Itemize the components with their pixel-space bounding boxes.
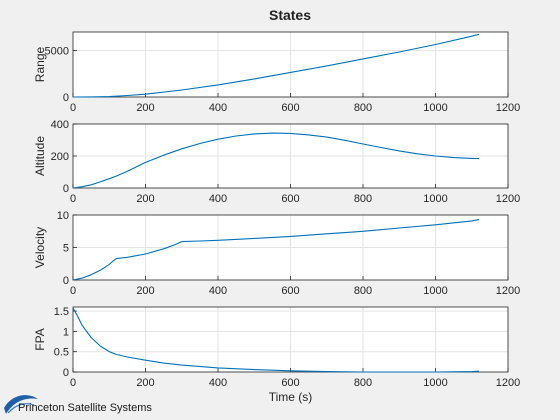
fpa-x-axis-label: Time (s)	[269, 390, 313, 404]
altitude-subplot: 0 200 400 600 800 1000 1200 0 200 400 Altitude	[33, 119, 520, 205]
fpa-x-tick-label: 400	[209, 377, 227, 389]
logo-swoosh-icon	[4, 395, 38, 414]
velocity-x-tick-label: 1200	[496, 285, 520, 297]
range-series-line	[72, 33, 480, 98]
velocity-x-tick-label: 800	[354, 285, 372, 297]
fpa-y-tick-label: 0.5	[54, 347, 69, 359]
range-x-tick-label: 0	[70, 102, 76, 114]
velocity-x-tick-label: 400	[209, 285, 227, 297]
fpa-x-tick-label: 600	[281, 377, 299, 389]
velocity-series-line	[72, 219, 480, 281]
velocity-y-tick-label: 10	[57, 210, 69, 222]
altitude-x-tick-label: 400	[209, 193, 227, 205]
range-x-tick-label: 200	[136, 102, 154, 114]
fpa-x-tick-label: 0	[70, 377, 76, 389]
altitude-y-tick-label: 400	[51, 119, 69, 131]
fpa-y-axis-label: FPA	[33, 328, 47, 350]
altitude-x-tick-label: 1200	[496, 193, 520, 205]
range-x-tick-label: 400	[209, 102, 227, 114]
fpa-x-tick-label: 800	[354, 377, 372, 389]
fpa-x-tick-label: 1200	[496, 377, 520, 389]
altitude-x-tick-label: 600	[281, 193, 299, 205]
velocity-x-tick-label: 1000	[423, 285, 447, 297]
logo-text: Princeton Satellite Systems	[18, 402, 152, 414]
fpa-y-tick-label: 0	[63, 367, 69, 379]
fpa-y-tick-label: 1.5	[54, 306, 69, 318]
velocity-subplot: 0 200 400 600 800 1000 1200 0 5 10 Velocity	[33, 210, 520, 297]
logo-swoosh-accent-icon	[7, 403, 35, 414]
range-x-tick-label: 1200	[496, 102, 520, 114]
fpa-y-tick-label: 1	[63, 326, 69, 338]
range-x-tick-label: 1000	[423, 102, 447, 114]
altitude-x-tick-label: 1000	[423, 193, 447, 205]
altitude-x-tick-label: 0	[70, 193, 76, 205]
range-x-tick-label: 600	[281, 102, 299, 114]
velocity-y-axis-label: Velocity	[33, 227, 47, 268]
altitude-y-tick-label: 0	[63, 183, 69, 195]
range-y-axis-label: Range	[33, 47, 47, 83]
fpa-x-tick-label: 200	[136, 377, 154, 389]
velocity-x-tick-label: 0	[70, 285, 76, 297]
range-y-tick-label: 5000	[45, 46, 69, 58]
altitude-y-tick-label: 200	[51, 151, 69, 163]
velocity-x-tick-label: 600	[281, 285, 299, 297]
fpa-series-line	[72, 307, 480, 373]
altitude-x-tick-label: 800	[354, 193, 372, 205]
fpa-subplot: 0 200 400 600 800 1000 1200 0 0.5 1 1.5 FPA Time (s)	[33, 306, 520, 404]
range-y-tick-label: 0	[63, 92, 69, 104]
range-x-tick-label: 800	[354, 102, 372, 114]
velocity-x-tick-label: 200	[136, 285, 154, 297]
velocity-y-tick-label: 0	[63, 275, 69, 287]
figure-title: States	[269, 7, 311, 23]
altitude-y-axis-label: Altitude	[33, 136, 47, 176]
fpa-x-tick-label: 1000	[423, 377, 447, 389]
altitude-series-line	[72, 132, 480, 189]
altitude-x-tick-label: 200	[136, 193, 154, 205]
company-logo: Princeton Satellite Systems	[4, 395, 152, 414]
velocity-y-tick-label: 5	[63, 243, 69, 255]
